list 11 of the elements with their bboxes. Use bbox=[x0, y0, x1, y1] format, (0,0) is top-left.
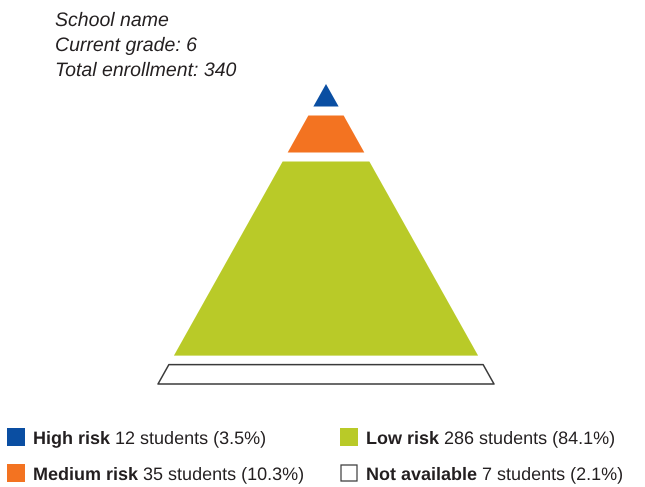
category-label: Medium risk bbox=[33, 464, 140, 484]
data-label: 286 students (84.1%) bbox=[444, 428, 616, 448]
text: Current grade: 6 bbox=[55, 34, 198, 56]
text: School name bbox=[55, 9, 169, 31]
text: Total enrollment: 340 bbox=[55, 59, 237, 81]
data-label: 7 students (2.1%) bbox=[482, 464, 624, 484]
category-label: High risk bbox=[33, 428, 112, 448]
category-label: Low risk bbox=[366, 428, 440, 448]
category-label: Not available bbox=[366, 464, 478, 484]
data-label: 35 students (10.3%) bbox=[143, 464, 304, 484]
data-label: 12 students (3.5%) bbox=[115, 428, 266, 448]
